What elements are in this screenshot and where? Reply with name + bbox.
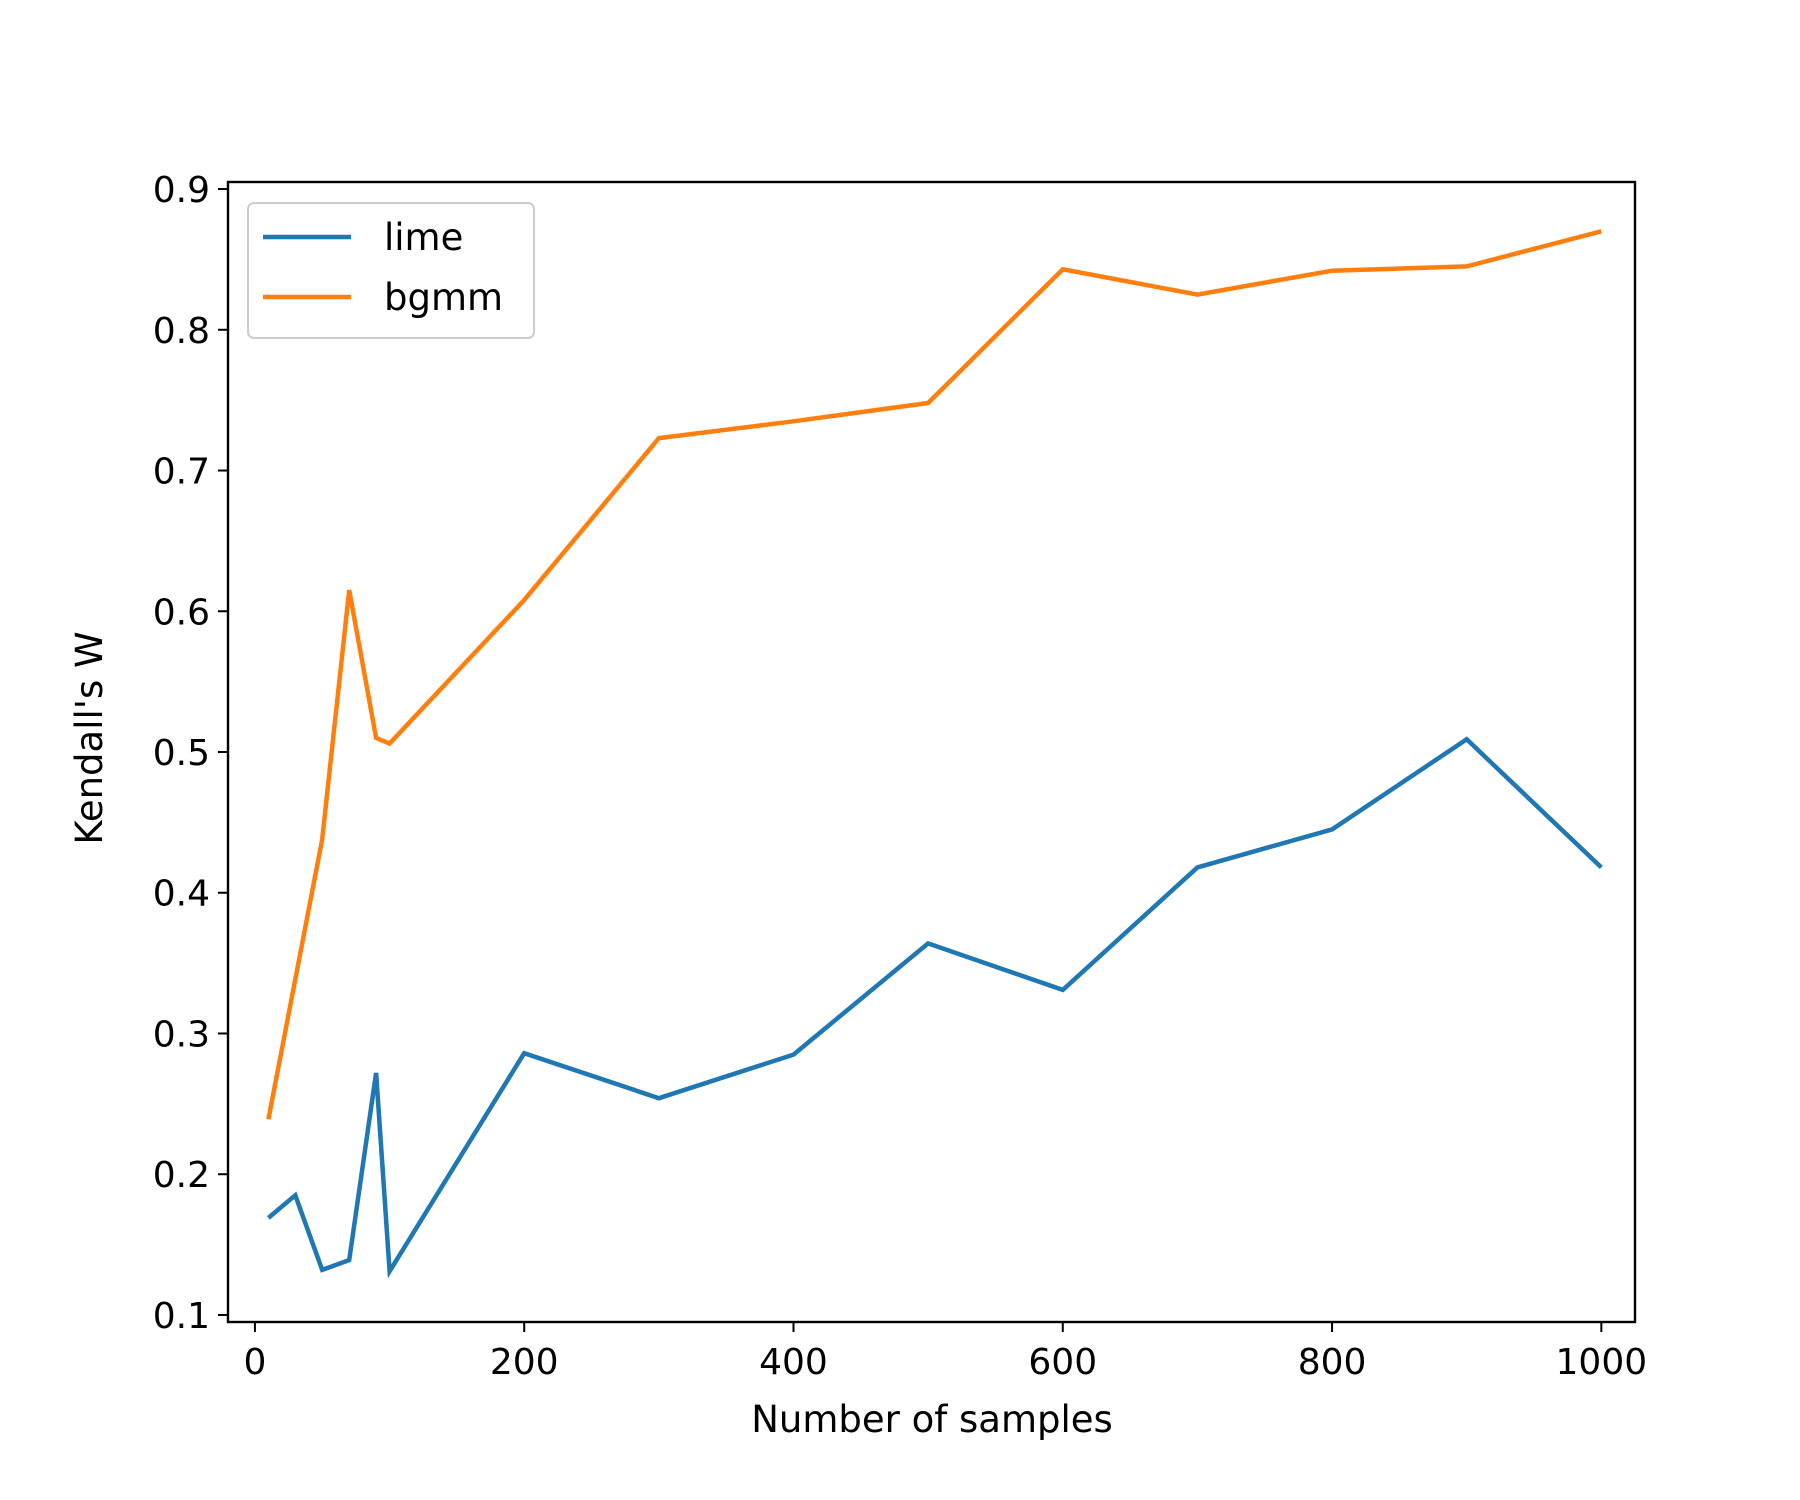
y-tick-label: 0.2 — [153, 1155, 210, 1196]
y-tick-label: 0.1 — [153, 1296, 210, 1337]
x-tick-label: 200 — [490, 1342, 559, 1383]
axes-frame — [226, 180, 1637, 1324]
x-axis-ticks: 0 200 400 600 800 1000 — [243, 1322, 1647, 1383]
x-tick-label: 800 — [1298, 1342, 1367, 1383]
series-line-bgmm — [266, 229, 1602, 1120]
y-tick-label: 0.3 — [153, 1014, 210, 1055]
legend-label-bgmm: bgmm — [384, 276, 503, 319]
series-line-lime — [266, 736, 1603, 1279]
x-tick-label: 600 — [1028, 1342, 1097, 1383]
x-axis-label: Number of samples — [751, 1398, 1113, 1441]
y-axis-label: Kendall's W — [68, 631, 111, 844]
y-tick-label: 0.9 — [153, 170, 210, 211]
x-tick-label: 400 — [759, 1342, 828, 1383]
plot-area — [266, 229, 1603, 1279]
legend: lime bgmm — [247, 202, 535, 339]
y-tick-label: 0.4 — [153, 874, 210, 915]
x-tick-label: 1000 — [1556, 1342, 1648, 1383]
y-axis-ticks: 0.1 0.2 0.3 0.4 0.5 0.6 0.7 0.8 0.9 — [153, 170, 228, 1337]
x-tick-label: 0 — [243, 1342, 266, 1383]
y-tick-label: 0.6 — [153, 592, 210, 633]
y-tick-label: 0.7 — [153, 452, 210, 493]
legend-label-lime: lime — [384, 216, 463, 259]
y-tick-label: 0.5 — [153, 733, 210, 774]
y-tick-label: 0.8 — [153, 311, 210, 352]
